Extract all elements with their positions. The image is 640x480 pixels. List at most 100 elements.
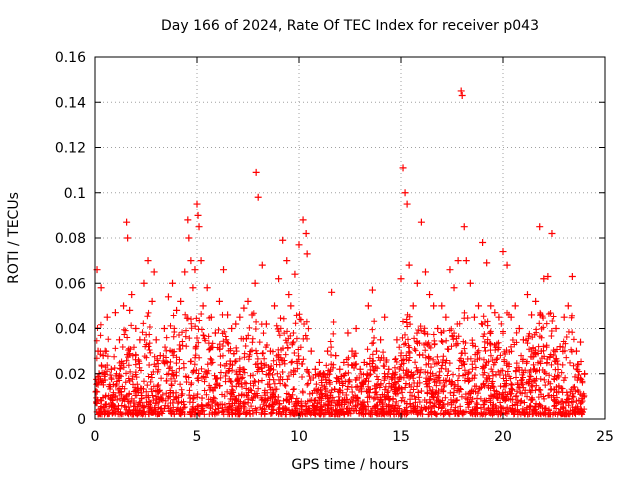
- dense-point-marker: [291, 410, 298, 417]
- dense-point-marker: [154, 368, 161, 375]
- dense-point-marker: [119, 397, 126, 404]
- dense-point-marker: [194, 334, 201, 341]
- dense-point-marker: [461, 409, 468, 416]
- dense-point-marker: [282, 351, 289, 358]
- dense-point-marker: [415, 389, 422, 396]
- chart-title: Day 166 of 2024, Rate Of TEC Index for r…: [161, 18, 539, 34]
- dense-point-marker: [424, 380, 431, 387]
- dense-point-marker: [574, 366, 581, 373]
- dense-point-marker: [312, 405, 319, 412]
- dense-point-marker: [243, 385, 250, 392]
- dense-point-marker: [427, 403, 434, 410]
- data-point: [299, 216, 307, 224]
- data-point: [99, 352, 107, 360]
- dense-point-marker: [222, 378, 229, 385]
- dense-point-marker: [200, 332, 207, 339]
- dense-point-marker: [508, 348, 515, 355]
- dense-point-marker: [568, 386, 575, 393]
- dense-point-marker: [107, 394, 114, 401]
- dense-point-marker: [370, 395, 377, 402]
- dense-point-marker: [277, 315, 284, 322]
- dense-point-marker: [410, 403, 417, 410]
- dense-point-marker: [305, 380, 312, 387]
- dense-point-marker: [293, 358, 300, 365]
- dense-point-marker: [538, 348, 545, 355]
- dense-point-marker: [140, 386, 147, 393]
- dense-point-marker: [480, 356, 487, 363]
- dense-point-marker: [424, 331, 431, 338]
- y-tick-label: 0.16: [55, 50, 86, 66]
- dense-point-marker: [513, 374, 520, 381]
- data-point: [552, 325, 560, 332]
- dense-point-marker: [304, 335, 311, 342]
- dense-point-marker: [111, 353, 118, 360]
- dense-point-marker: [442, 377, 449, 384]
- data-point: [285, 291, 293, 299]
- dense-point-marker: [217, 369, 224, 376]
- data-point: [556, 343, 564, 351]
- dense-point-marker: [178, 386, 185, 393]
- dense-point-marker: [506, 405, 513, 412]
- data-point: [446, 266, 454, 274]
- dense-point-marker: [110, 391, 117, 398]
- dense-point-marker: [529, 383, 536, 390]
- dense-point-marker: [404, 407, 411, 414]
- dense-point-marker: [144, 403, 151, 410]
- dense-point-marker: [453, 342, 460, 349]
- dense-point-marker: [376, 399, 383, 406]
- dense-point-marker: [125, 347, 132, 354]
- dense-point-marker: [405, 342, 412, 349]
- dense-point-marker: [317, 387, 324, 394]
- dense-point-marker: [458, 393, 465, 400]
- dense-point-marker: [224, 339, 231, 346]
- dense-point-marker: [330, 361, 337, 368]
- dense-point-marker: [369, 358, 376, 365]
- dense-point-marker: [179, 329, 186, 336]
- dense-point-marker: [229, 410, 236, 417]
- dense-point-marker: [304, 368, 311, 375]
- dense-point-marker: [477, 395, 484, 402]
- dense-point-marker: [519, 358, 526, 365]
- dense-point-marker: [513, 329, 520, 336]
- dense-point-marker: [543, 360, 550, 367]
- dense-point-marker: [130, 388, 137, 395]
- dense-point-marker: [122, 394, 129, 401]
- dense-point-marker: [531, 407, 538, 414]
- x-tick-label: 15: [392, 429, 410, 445]
- dense-point-marker: [575, 361, 582, 368]
- dense-point-marker: [532, 351, 539, 358]
- dense-point-marker: [358, 401, 365, 408]
- dense-point-marker: [319, 406, 326, 413]
- dense-point-marker: [489, 393, 496, 400]
- dense-point-marker: [541, 376, 548, 383]
- dense-point-marker: [502, 372, 509, 379]
- dense-point-marker: [519, 367, 526, 374]
- dense-point-marker: [362, 410, 369, 417]
- data-point: [140, 279, 148, 287]
- dense-point-marker: [352, 384, 359, 391]
- dense-point-marker: [393, 398, 400, 405]
- dense-point-marker: [204, 370, 211, 377]
- dense-point-marker: [413, 339, 420, 346]
- dense-point-marker: [170, 312, 177, 319]
- data-point: [511, 302, 519, 310]
- dense-point-marker: [169, 348, 176, 355]
- dense-point-marker: [335, 393, 342, 400]
- dense-point-marker: [318, 403, 325, 410]
- dense-point-marker: [414, 340, 421, 347]
- dense-point-marker: [247, 348, 254, 355]
- dense-point-marker: [217, 362, 224, 369]
- dense-point-marker: [302, 332, 309, 339]
- dense-point-marker: [133, 374, 140, 381]
- data-point: [193, 200, 201, 208]
- dense-point-marker: [516, 384, 523, 391]
- dense-point-marker: [454, 377, 461, 384]
- dense-point-marker: [310, 409, 317, 416]
- dense-point-marker: [328, 389, 335, 396]
- data-point: [220, 266, 228, 274]
- dense-point-marker: [381, 377, 388, 384]
- dense-point-marker: [292, 368, 299, 375]
- dense-point-marker: [552, 396, 559, 403]
- dense-point-marker: [532, 368, 539, 375]
- dense-point-marker: [369, 326, 376, 333]
